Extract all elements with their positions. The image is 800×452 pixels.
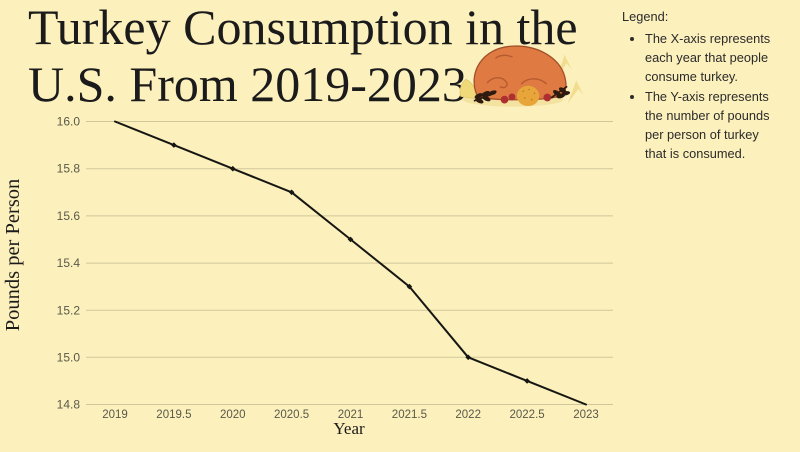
svg-text:2019: 2019 [102, 409, 128, 421]
svg-text:16.0: 16.0 [57, 115, 81, 129]
svg-text:Pounds per Person: Pounds per Person [2, 179, 24, 332]
svg-text:2022.5: 2022.5 [510, 409, 545, 421]
svg-text:Year: Year [333, 419, 365, 438]
svg-text:15.4: 15.4 [57, 256, 81, 270]
svg-text:15.0: 15.0 [57, 350, 81, 364]
svg-text:15.6: 15.6 [57, 209, 81, 223]
svg-text:2023: 2023 [573, 409, 599, 421]
svg-text:2020.5: 2020.5 [274, 409, 309, 421]
svg-text:15.8: 15.8 [57, 162, 81, 176]
svg-text:2020: 2020 [220, 409, 246, 421]
svg-text:15.2: 15.2 [57, 303, 81, 317]
svg-text:2021.5: 2021.5 [392, 409, 427, 421]
svg-text:2019.5: 2019.5 [156, 409, 191, 421]
svg-text:2022: 2022 [455, 409, 481, 421]
svg-text:14.8: 14.8 [57, 398, 81, 412]
